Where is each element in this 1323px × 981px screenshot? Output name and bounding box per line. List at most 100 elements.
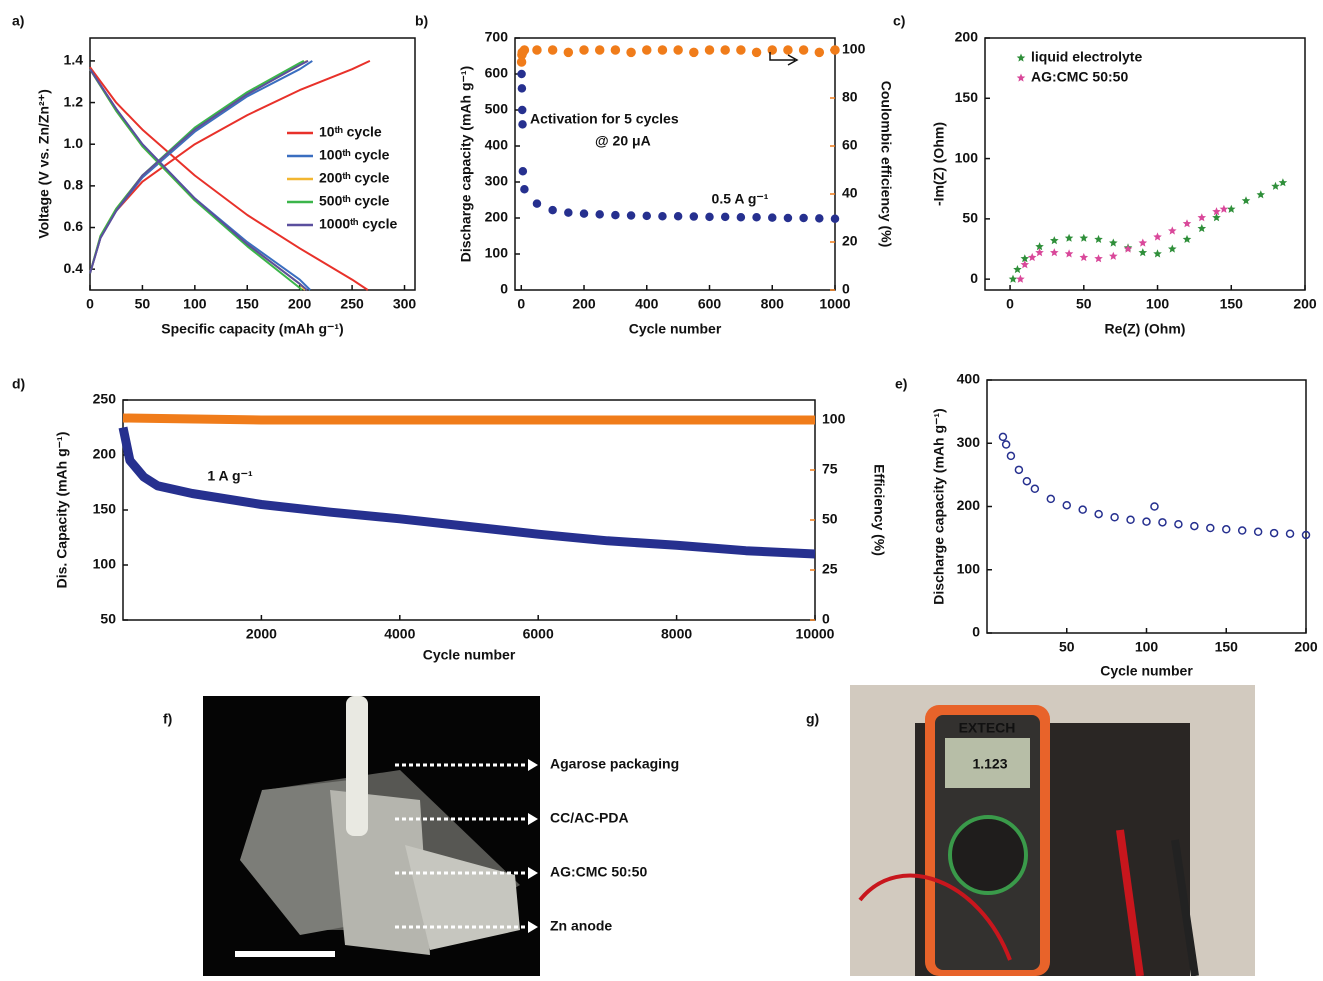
x-tick-label: 150 [1220,296,1244,312]
point [800,46,808,54]
y-tick-label: 150 [955,89,979,105]
figure: a)0501001502002503000.40.60.81.01.21.4Sp… [0,0,1323,976]
y-tick-label: 0.6 [64,218,84,234]
point [1031,485,1038,492]
panel-label: g) [806,711,819,727]
x-tick-label: 150 [1215,639,1239,655]
x-tick-label: 100 [1135,639,1159,655]
y2-tick-label: 50 [822,511,838,527]
point [1079,506,1086,513]
x-tick-label: 0 [1006,296,1014,312]
point [519,168,526,175]
point [520,46,528,54]
legend-label: AG:CMC 50:50 [1031,69,1128,85]
panel-label: c) [893,13,905,29]
y-tick-label: 100 [93,556,117,572]
point [1239,527,1246,534]
point [675,213,682,220]
point [753,48,761,56]
x-axis-title: Cycle number [423,647,516,663]
series-line [90,61,312,273]
point [627,48,635,56]
x-tick-label: 50 [135,296,151,312]
point [1028,253,1037,261]
point [596,211,603,218]
point [1227,205,1236,213]
point [564,48,572,56]
annotation: @ 20 μA [595,133,651,149]
callout-label: Zn anode [550,918,612,934]
point [1015,466,1022,473]
point [659,213,666,220]
point [1007,452,1014,459]
y2-tick-label: 40 [842,185,858,201]
point [1143,518,1150,525]
panel-label: a) [12,13,24,29]
point [999,433,1006,440]
plot-frame [987,380,1306,633]
y-tick-label: 50 [962,210,978,226]
point [1220,205,1229,213]
plot-frame [90,38,415,290]
point [1023,478,1030,485]
photo-f [203,696,540,976]
series-line [123,418,815,420]
point [1139,248,1148,256]
point [549,207,556,214]
legend-label: 500ᵗʰ cycle [319,193,390,209]
x-tick-label: 50 [1076,296,1092,312]
point [1109,252,1118,260]
point [769,214,776,221]
y-tick-label: 0 [972,624,980,640]
legend-swatch [1017,54,1026,62]
point [1013,265,1022,273]
x-tick-label: 200 [572,296,596,312]
plot-frame [515,38,835,290]
y2-axis-title: Coulombic efficiency (%) [878,81,894,247]
x-axis-title: Specific capacity (mAh g⁻¹) [161,321,343,337]
callout-label: Agarose packaging [550,756,679,772]
meter-reading: 1.123 [972,756,1007,772]
point [518,71,525,78]
x-tick-label: 1000 [819,296,850,312]
point [1255,528,1262,535]
x-axis-title: Cycle number [629,321,722,337]
x-tick-label: 4000 [384,626,415,642]
legend-label: liquid electrolyte [1031,49,1142,65]
y2-tick-label: 60 [842,137,858,153]
point [690,48,698,56]
y-tick-label: 300 [485,173,509,189]
annotation: 0.5 A g⁻¹ [712,191,769,207]
point [1094,254,1103,262]
point [1094,235,1103,243]
point [737,214,744,221]
x-tick-label: 200 [288,296,312,312]
point [533,46,541,54]
y-tick-label: 700 [485,29,509,45]
point [518,85,525,92]
y-tick-label: 600 [485,65,509,81]
point [1109,239,1118,247]
point [1242,196,1251,204]
y-tick-label: 250 [93,391,117,407]
y-tick-label: 1.4 [64,52,84,68]
y-tick-label: 0.8 [64,177,84,193]
legend-label: 1000ᵗʰ cycle [319,216,397,232]
callout-label: CC/AC-PDA [550,810,629,826]
y-axis-title: -Im(Z) (Ohm) [931,122,947,206]
legend-label: 10ᵗʰ cycle [319,124,382,140]
x-tick-label: 100 [183,296,207,312]
y-tick-label: 0 [970,270,978,286]
y2-tick-label: 20 [842,233,858,249]
series-line [123,428,815,555]
point [1207,525,1214,532]
point [706,213,713,220]
point [1191,523,1198,530]
point [706,46,714,54]
legend-label: 200ᵗʰ cycle [319,170,390,186]
x-tick-label: 10000 [796,626,835,642]
point [1183,235,1192,243]
series-line [90,61,307,273]
series-line [90,61,370,273]
point [1124,245,1133,253]
